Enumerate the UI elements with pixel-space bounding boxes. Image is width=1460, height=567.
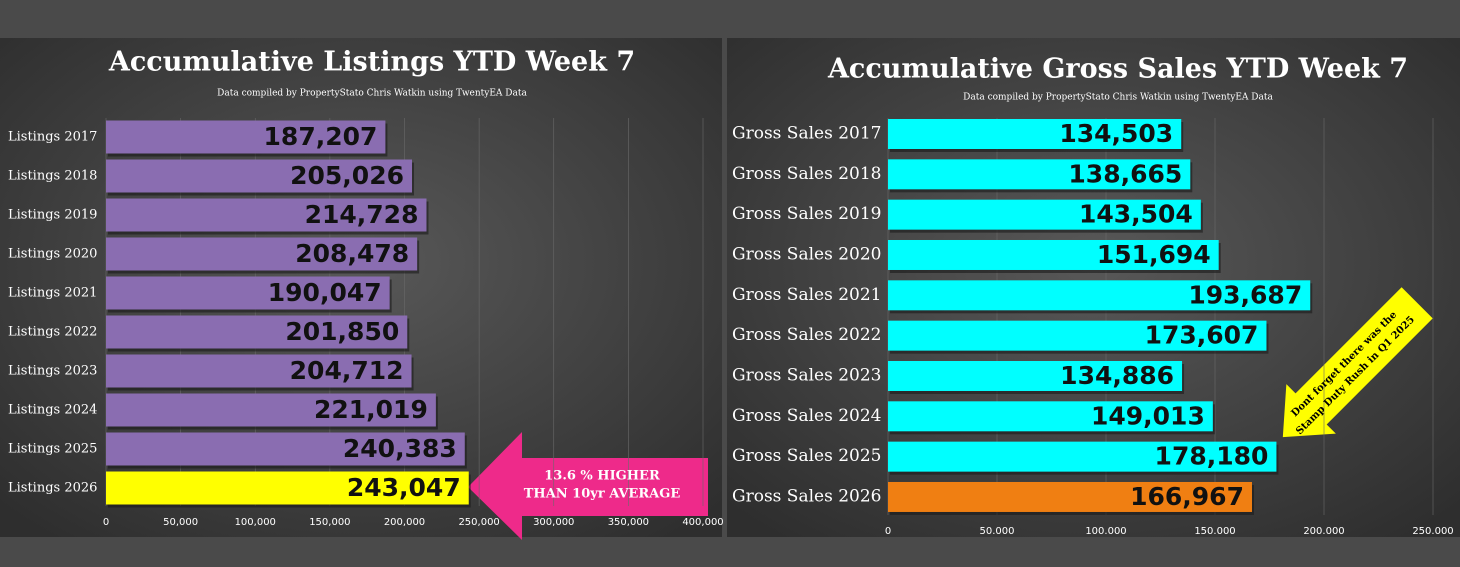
arrow bbox=[468, 432, 708, 540]
x-tick-label: 100.000 bbox=[1085, 526, 1126, 537]
bar bbox=[106, 393, 436, 427]
bar bbox=[888, 159, 1191, 190]
bar bbox=[106, 120, 386, 154]
value-label: 214,728 bbox=[305, 200, 419, 229]
x-tick-label: 150.000 bbox=[1194, 526, 1235, 537]
bar bbox=[888, 441, 1277, 472]
x-tick-label: 0 bbox=[885, 526, 891, 537]
value-label: 134,503 bbox=[1059, 119, 1173, 148]
value-label: 138,665 bbox=[1068, 159, 1182, 188]
category-label: Gross Sales 2024 bbox=[732, 406, 881, 426]
annotation: 13.6 % HIGHER bbox=[544, 469, 660, 484]
value-label: 190,047 bbox=[268, 278, 382, 307]
category-label: Gross Sales 2018 bbox=[732, 164, 881, 184]
category-label: Listings 2021 bbox=[8, 286, 97, 301]
bar bbox=[106, 237, 418, 271]
x-tick-label: 200,000 bbox=[384, 517, 425, 528]
bar bbox=[106, 276, 390, 310]
value-label: 221,019 bbox=[314, 395, 428, 424]
value-label: 149,013 bbox=[1091, 401, 1205, 430]
bar bbox=[888, 199, 1201, 230]
value-label: 201,850 bbox=[285, 317, 399, 346]
category-label: Listings 2022 bbox=[8, 325, 97, 340]
x-tick-label: 400,000 bbox=[682, 517, 723, 528]
chart-subtitle: Data compiled by PropertyStato Chris Wat… bbox=[217, 89, 527, 99]
bar bbox=[106, 471, 469, 505]
x-tick-label: 150,000 bbox=[309, 517, 350, 528]
x-tick-label: 0 bbox=[103, 517, 109, 528]
category-label: Gross Sales 2019 bbox=[732, 204, 881, 224]
value-label: 134,886 bbox=[1060, 361, 1174, 390]
x-tick-label: 200.000 bbox=[1303, 526, 1344, 537]
arrow bbox=[1282, 287, 1433, 438]
chart-title: Accumulative Listings YTD Week 7 bbox=[108, 47, 635, 78]
bar bbox=[888, 360, 1183, 391]
x-tick-label: 300,000 bbox=[533, 517, 574, 528]
value-label: 205,026 bbox=[290, 161, 404, 190]
bar bbox=[106, 432, 465, 466]
bar bbox=[106, 159, 413, 193]
value-label: 243,047 bbox=[347, 473, 461, 502]
category-label: Listings 2023 bbox=[8, 364, 97, 379]
value-label: 193,687 bbox=[1188, 280, 1302, 309]
bar bbox=[888, 239, 1219, 270]
bar bbox=[106, 315, 408, 349]
x-tick-label: 250,000 bbox=[458, 517, 499, 528]
bar bbox=[888, 481, 1252, 512]
annotation: THAN 10yr AVERAGE bbox=[524, 487, 681, 502]
category-label: Listings 2018 bbox=[8, 169, 97, 184]
chart-title: Accumulative Gross Sales YTD Week 7 bbox=[827, 54, 1408, 85]
category-label: Listings 2024 bbox=[8, 403, 97, 418]
bar bbox=[888, 119, 1182, 149]
x-tick-label: 50,000 bbox=[163, 517, 198, 528]
value-label: 240,383 bbox=[343, 434, 457, 463]
bar bbox=[106, 198, 427, 232]
category-label: Listings 2017 bbox=[8, 130, 97, 145]
category-label: Gross Sales 2020 bbox=[732, 244, 881, 264]
value-label: 187,207 bbox=[264, 122, 378, 151]
category-label: Gross Sales 2026 bbox=[732, 486, 881, 506]
category-label: Gross Sales 2021 bbox=[732, 285, 881, 305]
bar bbox=[888, 320, 1267, 351]
chart-subtitle: Data compiled by PropertyStato Chris Wat… bbox=[963, 93, 1273, 103]
value-label: 178,180 bbox=[1155, 442, 1269, 471]
category-label: Listings 2026 bbox=[8, 481, 97, 496]
bar bbox=[888, 401, 1213, 432]
value-label: 143,504 bbox=[1079, 200, 1193, 229]
category-label: Gross Sales 2025 bbox=[732, 446, 881, 466]
value-label: 208,478 bbox=[295, 239, 409, 268]
bar bbox=[106, 354, 412, 388]
x-tick-label: 350,000 bbox=[608, 517, 649, 528]
value-label: 151,694 bbox=[1097, 240, 1211, 269]
category-label: Listings 2019 bbox=[8, 208, 97, 223]
x-tick-label: 100,000 bbox=[235, 517, 276, 528]
category-label: Listings 2020 bbox=[8, 247, 97, 262]
category-label: Gross Sales 2017 bbox=[732, 124, 881, 144]
value-label: 166,967 bbox=[1130, 482, 1244, 511]
category-label: Listings 2025 bbox=[8, 442, 97, 457]
category-label: Gross Sales 2023 bbox=[732, 365, 881, 385]
x-tick-label: 250.000 bbox=[1412, 526, 1453, 537]
x-tick-label: 50.000 bbox=[980, 526, 1015, 537]
value-label: 173,607 bbox=[1145, 321, 1259, 350]
category-label: Gross Sales 2022 bbox=[732, 325, 881, 345]
value-label: 204,712 bbox=[290, 356, 404, 385]
bar bbox=[888, 280, 1311, 311]
arrow-group bbox=[1282, 287, 1433, 438]
